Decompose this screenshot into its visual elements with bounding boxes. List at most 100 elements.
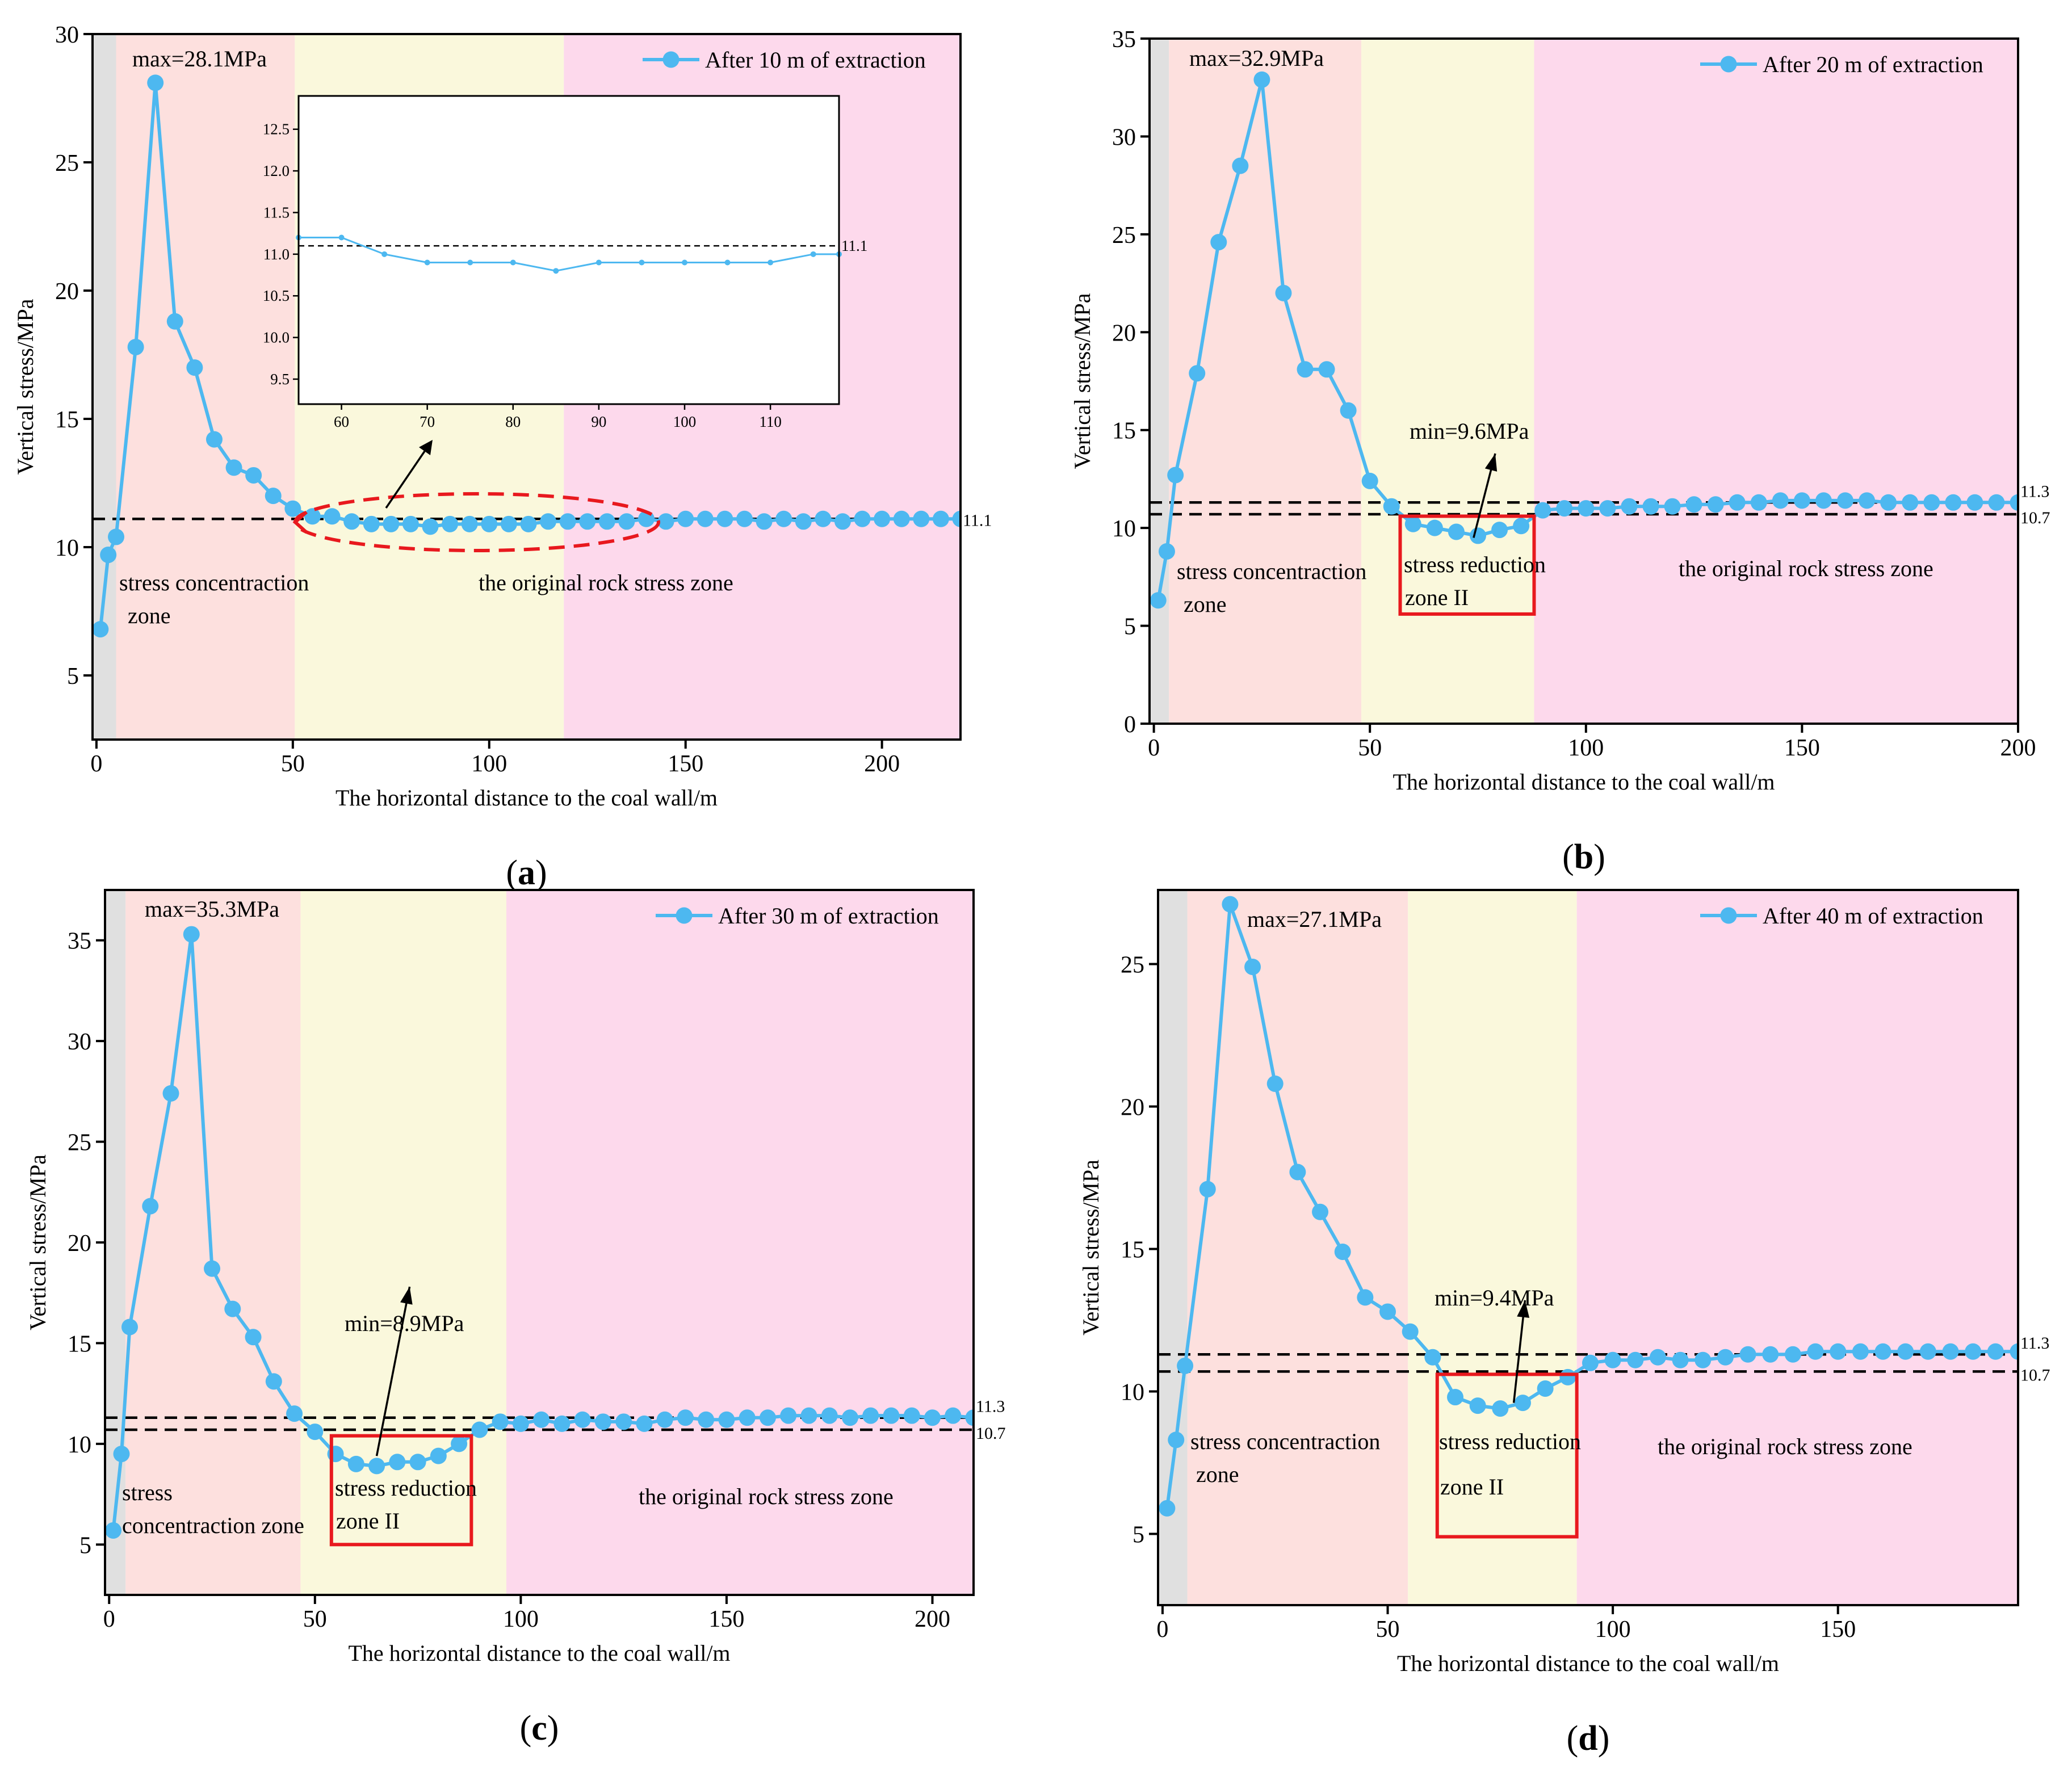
inset-data-point — [553, 268, 559, 274]
data-point — [1158, 543, 1175, 560]
y-tick-label: 0 — [1124, 712, 1136, 738]
inset-arrow-shaft — [385, 451, 426, 509]
inset-y-tick-label: 12.5 — [263, 121, 290, 138]
reference-line-label: 11.3 — [2020, 1334, 2049, 1353]
data-point — [105, 1522, 122, 1539]
panel-label: (c) — [520, 1709, 559, 1748]
inset-data-point — [682, 259, 687, 266]
y-tick-label: 15 — [1112, 418, 1136, 444]
data-point — [1357, 1289, 1374, 1306]
x-tick-label: 200 — [2000, 735, 2036, 761]
data-point — [1739, 1346, 1756, 1363]
data-point — [1334, 1244, 1351, 1261]
data-point — [1312, 1203, 1329, 1220]
zone-label-concentration: zone — [1196, 1462, 1239, 1487]
data-point — [1150, 592, 1167, 609]
data-point — [697, 510, 714, 527]
data-point — [656, 1411, 673, 1428]
reference-line-label: 11.3 — [2020, 482, 2049, 501]
data-point — [1599, 500, 1616, 517]
x-tick-label: 100 — [1595, 1616, 1631, 1643]
x-tick-label: 100 — [503, 1606, 539, 1632]
inset-y-tick-label: 10.0 — [263, 329, 290, 346]
inset-reference-label: 11.1 — [841, 237, 867, 254]
data-point — [113, 1446, 130, 1463]
data-point — [1793, 492, 1810, 509]
data-point — [1672, 1351, 1689, 1368]
x-tick-label: 0 — [90, 751, 102, 777]
legend-text: After 20 m of extraction — [1763, 52, 1983, 77]
data-point — [1965, 1343, 1982, 1360]
data-point — [1167, 467, 1184, 484]
min-annotation: min=9.4MPa — [1435, 1285, 1554, 1311]
data-point — [1470, 527, 1487, 544]
reference-line-label: 11.3 — [976, 1397, 1005, 1416]
y-tick-label: 5 — [67, 664, 79, 690]
data-point — [1289, 1164, 1306, 1181]
data-point — [1556, 500, 1573, 517]
y-tick-label: 20 — [68, 1231, 91, 1257]
data-point — [854, 510, 871, 527]
data-point — [862, 1407, 879, 1424]
data-point — [93, 621, 109, 638]
series-line — [1165, 902, 2018, 1509]
y-tick-label: 25 — [1112, 222, 1136, 249]
data-point — [1275, 284, 1292, 301]
legend-text: After 10 m of extraction — [705, 47, 926, 73]
data-point — [815, 510, 832, 527]
data-point — [1318, 361, 1335, 378]
data-point — [718, 1411, 735, 1428]
y-tick-label: 30 — [55, 22, 79, 48]
zone-reduction — [1361, 39, 1534, 724]
zone-label-original: the original rock stress zone — [639, 1484, 894, 1509]
zone-label-reduction: zone II — [1405, 585, 1469, 610]
y-tick-label: 10 — [1121, 1380, 1144, 1406]
data-point — [1492, 1400, 1509, 1417]
data-point — [1762, 1346, 1779, 1363]
zone-concentration — [116, 34, 295, 740]
data-point — [265, 1373, 282, 1390]
data-point — [1837, 492, 1854, 509]
legend-text: After 40 m of extraction — [1763, 903, 1983, 929]
data-point — [893, 510, 910, 527]
data-point — [205, 431, 223, 448]
data-point — [834, 513, 851, 530]
data-point — [1447, 1389, 1464, 1406]
data-point — [924, 1409, 941, 1426]
data-point — [409, 1454, 426, 1471]
data-point — [574, 1411, 591, 1428]
data-point — [1750, 494, 1767, 511]
legend-marker — [1720, 56, 1737, 73]
data-point — [800, 1407, 817, 1424]
data-point — [1642, 498, 1659, 515]
data-point — [442, 515, 459, 532]
panel-letter: d — [1578, 1719, 1597, 1758]
data-point — [324, 508, 341, 525]
legend-marker — [676, 907, 693, 924]
data-point — [520, 515, 537, 532]
data-point — [162, 1085, 179, 1102]
x-axis-label: The horizontal distance to the coal wall… — [1397, 1651, 1779, 1676]
x-tick-label: 0 — [1148, 735, 1160, 761]
data-point — [841, 1409, 858, 1426]
data-point — [1297, 361, 1314, 378]
data-point — [1491, 522, 1508, 539]
series-line — [98, 81, 960, 629]
zone-label-concentration: stress concentraction — [1190, 1429, 1380, 1454]
inset-data-point — [639, 259, 645, 266]
y-axis-label: Vertical stress/MPa — [25, 1154, 51, 1330]
data-point — [759, 1409, 776, 1426]
data-point — [1379, 1303, 1396, 1320]
data-point — [1874, 1343, 1891, 1360]
data-point — [1694, 1351, 1712, 1368]
inset-frame — [297, 95, 840, 405]
data-point — [307, 1424, 324, 1441]
data-point — [1559, 1368, 1576, 1385]
inset-data-point — [767, 259, 774, 266]
inset-data-point — [381, 251, 388, 257]
legend-text: After 30 m of extraction — [718, 903, 939, 929]
arrow-shaft — [375, 1286, 411, 1456]
data-point — [402, 515, 419, 532]
data-point — [1159, 1500, 1176, 1517]
y-tick-label: 35 — [68, 929, 91, 955]
